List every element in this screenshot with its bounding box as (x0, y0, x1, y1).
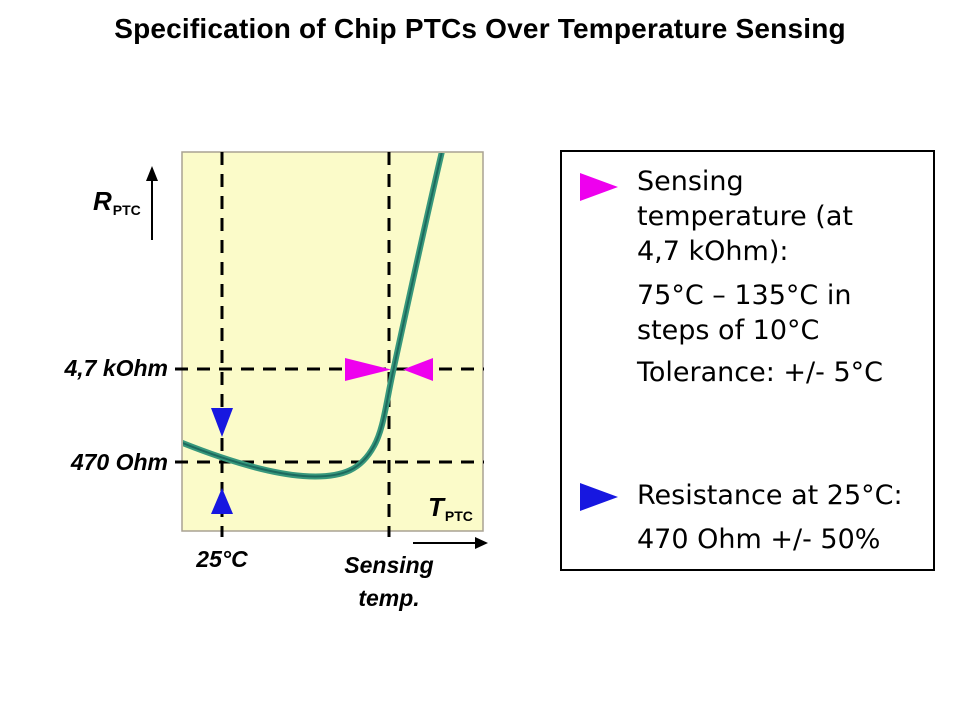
text-line: Sensing (637, 166, 744, 197)
text-line: temperature (at (637, 201, 853, 232)
text-line: Tolerance: +/- 5°C (637, 357, 884, 388)
tolerance-marker-up-icon (211, 488, 233, 514)
blue-triangle-bullet-icon (580, 483, 618, 511)
spec-sensing-temp-heading: Sensing temperature (at 4,7 kOhm): (637, 164, 853, 269)
tolerance-marker-down-icon (211, 408, 233, 437)
text-line: 75°C – 135°C in (637, 280, 852, 311)
plot-area (181, 151, 484, 532)
spec-tolerance: Tolerance: +/- 5°C (637, 355, 883, 390)
ref-label-470-ohm: 470 Ohm (70, 449, 168, 475)
ptc-resistance-curve (183, 153, 445, 480)
x-axis-title: TPTC (428, 492, 473, 524)
sensing-marker-left-icon (403, 358, 433, 381)
text-line: 4,7 kOhm): (637, 236, 789, 267)
y-axis-title: RPTC (93, 186, 141, 218)
y-axis-subscript: PTC (112, 202, 141, 218)
y-axis-arrow-icon (146, 166, 158, 240)
y-axis-symbol: R (93, 186, 112, 216)
spec-resistance-value: 470 Ohm +/- 50% (637, 522, 880, 557)
spec-sensing-temp-range: 75°C – 135°C in steps of 10°C (637, 278, 851, 348)
tick-label-sensing-temp: Sensing temp. (323, 549, 455, 615)
spec-panel: Sensing temperature (at 4,7 kOhm): 75°C … (560, 150, 935, 571)
magenta-triangle-bullet-icon (580, 173, 618, 201)
ref-label-4k7-ohm: 4,7 kOhm (64, 355, 168, 381)
x-axis-arrow-icon (413, 537, 488, 549)
sensing-marker-right-icon (345, 358, 391, 381)
tick-label-25c: 25°C (196, 546, 248, 572)
curve-core-stroke (183, 153, 443, 478)
tick-label-sensing-line2: temp. (358, 585, 420, 611)
text-line: 470 Ohm +/- 50% (637, 524, 881, 555)
text-line: steps of 10°C (637, 315, 820, 346)
tick-label-sensing-line1: Sensing (344, 552, 434, 578)
page-title: Specification of Chip PTCs Over Temperat… (114, 13, 846, 44)
spec-resistance-heading: Resistance at 25°C: (637, 478, 903, 513)
x-axis-subscript: PTC (444, 508, 473, 524)
x-axis-symbol: T (428, 492, 444, 522)
text-line: Resistance at 25°C: (637, 480, 903, 511)
